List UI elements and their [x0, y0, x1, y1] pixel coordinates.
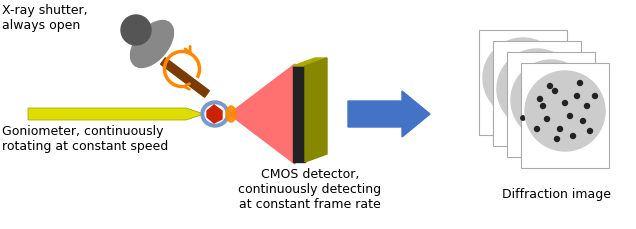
- Bar: [507, 53, 595, 157]
- Ellipse shape: [130, 22, 174, 68]
- Circle shape: [540, 103, 544, 106]
- Polygon shape: [305, 59, 327, 162]
- Circle shape: [516, 89, 520, 92]
- Circle shape: [577, 81, 583, 86]
- Circle shape: [534, 127, 539, 132]
- Text: Goniometer, continuously
rotating at constant speed: Goniometer, continuously rotating at con…: [2, 124, 169, 152]
- Circle shape: [593, 94, 597, 99]
- Circle shape: [525, 72, 605, 151]
- Circle shape: [511, 61, 591, 140]
- FancyArrow shape: [161, 59, 209, 98]
- Circle shape: [544, 116, 548, 121]
- Polygon shape: [229, 65, 295, 164]
- Polygon shape: [28, 109, 204, 120]
- Circle shape: [548, 84, 553, 89]
- Circle shape: [520, 93, 524, 97]
- Circle shape: [581, 119, 586, 124]
- Ellipse shape: [201, 101, 229, 128]
- Circle shape: [555, 137, 560, 142]
- FancyArrow shape: [348, 92, 430, 137]
- Circle shape: [544, 117, 550, 122]
- Circle shape: [588, 129, 593, 134]
- Circle shape: [556, 123, 561, 128]
- Circle shape: [521, 116, 525, 121]
- Bar: [493, 42, 581, 146]
- Circle shape: [570, 134, 576, 139]
- Text: X-ray shutter,
always open: X-ray shutter, always open: [2, 4, 88, 32]
- Circle shape: [574, 94, 579, 99]
- Polygon shape: [207, 106, 222, 123]
- Circle shape: [567, 108, 571, 113]
- Bar: [479, 31, 567, 135]
- Polygon shape: [293, 59, 327, 67]
- Circle shape: [550, 80, 554, 84]
- Circle shape: [497, 50, 577, 129]
- Circle shape: [483, 39, 563, 118]
- Circle shape: [558, 127, 562, 132]
- Circle shape: [511, 82, 515, 85]
- Bar: [521, 64, 609, 168]
- Circle shape: [567, 114, 572, 119]
- Circle shape: [554, 103, 558, 108]
- Circle shape: [584, 104, 590, 109]
- Ellipse shape: [205, 106, 225, 123]
- Text: Diffraction image: Diffraction image: [502, 187, 611, 200]
- Circle shape: [562, 101, 567, 106]
- Circle shape: [541, 104, 546, 109]
- Circle shape: [531, 106, 536, 111]
- Ellipse shape: [121, 16, 151, 46]
- Circle shape: [530, 78, 534, 82]
- Circle shape: [537, 97, 543, 102]
- Ellipse shape: [226, 106, 236, 123]
- Bar: [293, 67, 305, 162]
- Circle shape: [553, 89, 558, 94]
- Circle shape: [529, 65, 533, 68]
- Text: CMOS detector,
continuously detecting
at constant frame rate: CMOS detector, continuously detecting at…: [238, 167, 382, 210]
